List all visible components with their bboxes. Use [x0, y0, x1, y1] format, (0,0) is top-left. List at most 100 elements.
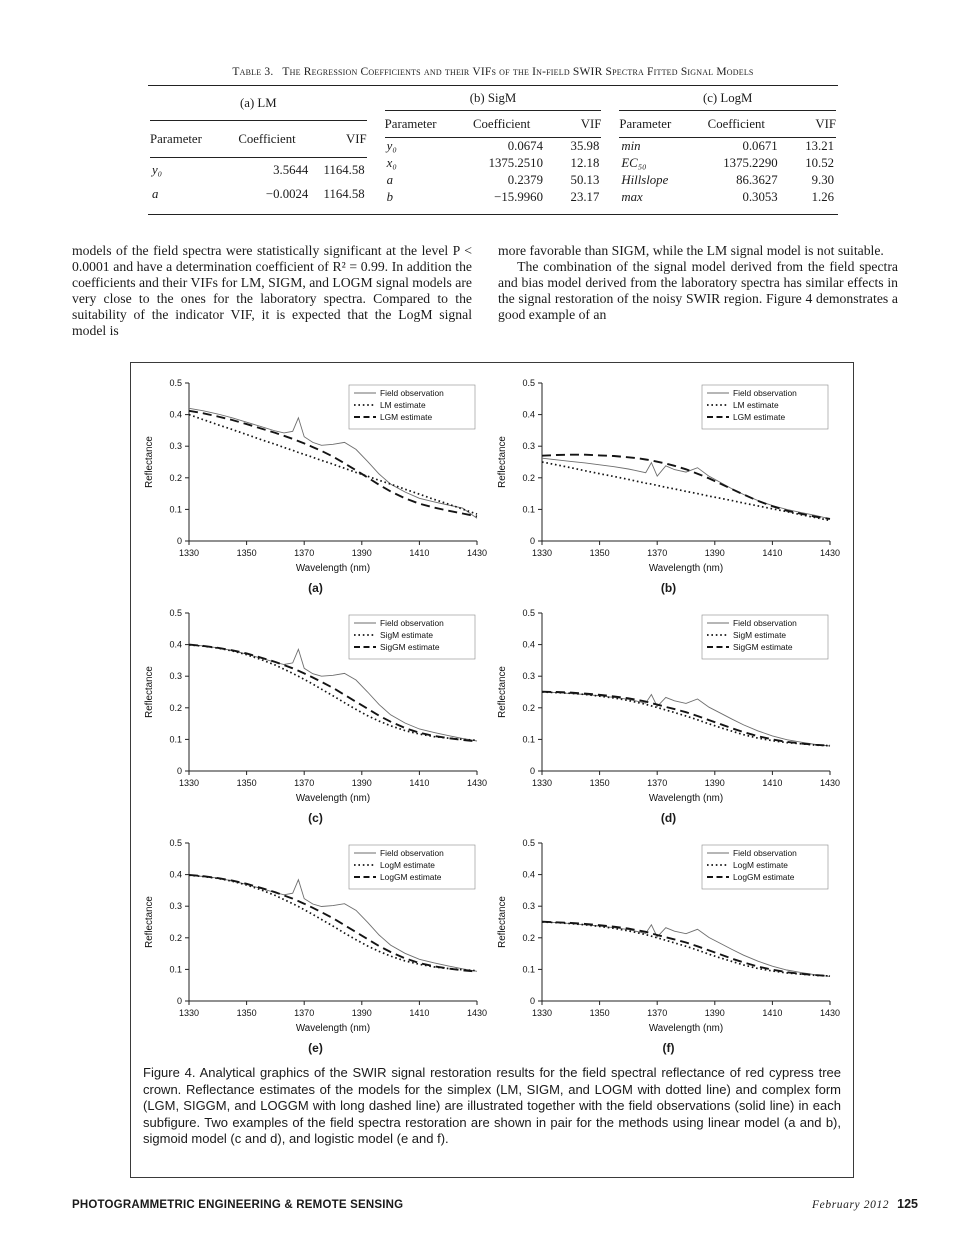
svg-text:0: 0 — [529, 536, 534, 546]
svg-text:1430: 1430 — [819, 1008, 839, 1018]
svg-text:LogM estimate: LogM estimate — [380, 860, 435, 870]
svg-text:1430: 1430 — [466, 548, 486, 558]
svg-text:0.2: 0.2 — [169, 933, 182, 943]
table-groups: (a) LM Parameter Coefficient VIF y₀ 3.5644 116… — [148, 85, 838, 215]
svg-text:1350: 1350 — [589, 778, 609, 788]
table-row: y₀ 0.0674 35.98 — [385, 138, 602, 156]
svg-text:0.2: 0.2 — [169, 703, 182, 713]
svg-text:Wavelength (nm): Wavelength (nm) — [295, 563, 369, 574]
svg-text:0.5: 0.5 — [522, 838, 535, 848]
svg-text:1370: 1370 — [294, 1008, 314, 1018]
svg-text:SigGM estimate: SigGM estimate — [733, 642, 793, 652]
svg-text:Reflectance: Reflectance — [497, 436, 508, 488]
chart-legend: Field observation LM estimate LGM estimate — [348, 384, 475, 430]
svg-text:1370: 1370 — [294, 778, 314, 788]
table-row: a 0.2379 50.13 — [385, 172, 602, 189]
svg-text:0.2: 0.2 — [522, 473, 535, 483]
svg-text:0.5: 0.5 — [169, 608, 182, 618]
table-group-label: (c) LogM — [619, 86, 837, 111]
charts-grid: 0 0.1 0.2 0.3 0.4 0.5 1330 1350 1370 1390 1410 1430… — [140, 375, 844, 1055]
series-line-dashed — [188, 643, 477, 743]
table-cell: 0.0671 — [742, 139, 778, 153]
chart-a: 0 0.1 0.2 0.3 0.4 0.5 1330 1350 1370 1390 1410 1430… — [140, 375, 491, 595]
table-row: max 0.3053 1.26 — [619, 189, 836, 206]
svg-text:1350: 1350 — [589, 1008, 609, 1018]
table-cell: 1164.58 — [323, 186, 365, 201]
page-footer: PHOTOGRAMMETRIC ENGINEERING & REMOTE SEN… — [72, 1197, 918, 1211]
svg-text:0.4: 0.4 — [169, 870, 182, 880]
chart-legend: Field observation LM estimate LGM estimate — [701, 384, 828, 430]
table-cell: 50.13 — [570, 173, 600, 187]
svg-text:1330: 1330 — [178, 778, 198, 788]
table-column-header: Coefficient — [223, 120, 311, 159]
svg-text:LogGM estimate: LogGM estimate — [733, 872, 795, 882]
svg-text:1390: 1390 — [351, 548, 371, 558]
svg-text:1410: 1410 — [409, 548, 429, 558]
table-group-sigm: (b) SigM Parameter Coefficient VIF y₀ 0.0674 3… — [384, 86, 602, 206]
chart-c-sublabel: (c) — [308, 811, 323, 825]
table-cell: 0.0674 — [507, 139, 543, 153]
svg-text:0: 0 — [176, 536, 181, 546]
svg-text:0: 0 — [529, 766, 534, 776]
svg-text:0: 0 — [176, 766, 181, 776]
table-cell: 1375.2290 — [723, 156, 778, 170]
table-cell: 3.5644 — [273, 162, 309, 177]
chart-legend: Field observation LogM estimate LogGM esti… — [348, 844, 475, 890]
table-cell: Hillslope — [621, 173, 669, 187]
table-cell: EC₅₀ — [621, 156, 647, 170]
svg-text:1370: 1370 — [647, 548, 667, 558]
paragraph: models of the field spectra were statist… — [72, 243, 472, 338]
svg-text:0.3: 0.3 — [522, 671, 535, 681]
svg-text:1430: 1430 — [819, 778, 839, 788]
svg-text:0.1: 0.1 — [169, 504, 182, 514]
svg-text:LGM estimate: LGM estimate — [733, 412, 785, 422]
table-column-header: Parameter — [619, 110, 693, 138]
svg-text:Field observation: Field observation — [733, 618, 797, 628]
svg-text:1390: 1390 — [704, 548, 724, 558]
svg-text:0.5: 0.5 — [169, 378, 182, 388]
series-line-dotted — [541, 461, 830, 522]
svg-text:Wavelength (nm): Wavelength (nm) — [648, 563, 722, 574]
table-3: Table 3. The Regression Coefficients and… — [148, 66, 838, 215]
svg-text:1390: 1390 — [704, 1008, 724, 1018]
table-cell: y₀ — [152, 162, 163, 177]
svg-text:Field observation: Field observation — [380, 848, 444, 858]
svg-text:1430: 1430 — [466, 1008, 486, 1018]
chart-svg-b: 0 0.1 0.2 0.3 0.4 0.5 1330 1350 1370 1390 1410 1430… — [497, 378, 840, 574]
body-column-left: models of the field spectra were statist… — [72, 243, 472, 339]
chart-d-canvas: 0 0.1 0.2 0.3 0.4 0.5 1330 1350 1370 1390 1410 1430… — [494, 605, 844, 810]
series-line-dotted — [541, 691, 830, 747]
chart-c: 0 0.1 0.2 0.3 0.4 0.5 1330 1350 1370 1390 1410 1430… — [140, 605, 491, 825]
svg-text:LogM estimate: LogM estimate — [733, 860, 788, 870]
svg-text:0.1: 0.1 — [169, 964, 182, 974]
svg-text:1350: 1350 — [236, 778, 256, 788]
table-cell: 23.17 — [570, 190, 600, 204]
svg-text:SigM estimate: SigM estimate — [380, 630, 433, 640]
svg-text:Reflectance: Reflectance — [497, 666, 508, 718]
svg-text:0: 0 — [176, 996, 181, 1006]
figure-caption: Figure 4. Analytical graphics of the SWI… — [143, 1065, 841, 1146]
series-line-dashed — [541, 453, 830, 520]
svg-text:0.4: 0.4 — [522, 410, 535, 420]
svg-text:1410: 1410 — [409, 778, 429, 788]
svg-text:1370: 1370 — [294, 548, 314, 558]
table-cell: 1375.2510 — [488, 156, 543, 170]
series-line-solid — [541, 921, 830, 977]
svg-text:1330: 1330 — [531, 1008, 551, 1018]
svg-text:1370: 1370 — [647, 1008, 667, 1018]
journal-name: PHOTOGRAMMETRIC ENGINEERING & REMOTE SEN… — [72, 1199, 404, 1211]
svg-text:1350: 1350 — [236, 548, 256, 558]
chart-b: 0 0.1 0.2 0.3 0.4 0.5 1330 1350 1370 1390 1410 1430… — [493, 375, 844, 595]
series-line-dotted — [188, 413, 477, 515]
table-cell: 1164.58 — [323, 162, 365, 177]
series-line-dashed — [541, 920, 830, 977]
table-title: Table 3. The Regression Coefficients and… — [232, 66, 754, 78]
svg-text:0.1: 0.1 — [522, 964, 535, 974]
svg-text:1410: 1410 — [762, 778, 782, 788]
svg-text:1330: 1330 — [178, 1008, 198, 1018]
table-cell: 9.30 — [811, 173, 835, 187]
chart-f: 0 0.1 0.2 0.3 0.4 0.5 1330 1350 1370 1390 1410 1430… — [493, 835, 844, 1055]
series-line-dashed — [188, 873, 477, 973]
issue-date: February 2012 — [812, 1199, 890, 1211]
figure-4: 0 0.1 0.2 0.3 0.4 0.5 1330 1350 1370 1390 1410 1430… — [130, 362, 854, 1178]
